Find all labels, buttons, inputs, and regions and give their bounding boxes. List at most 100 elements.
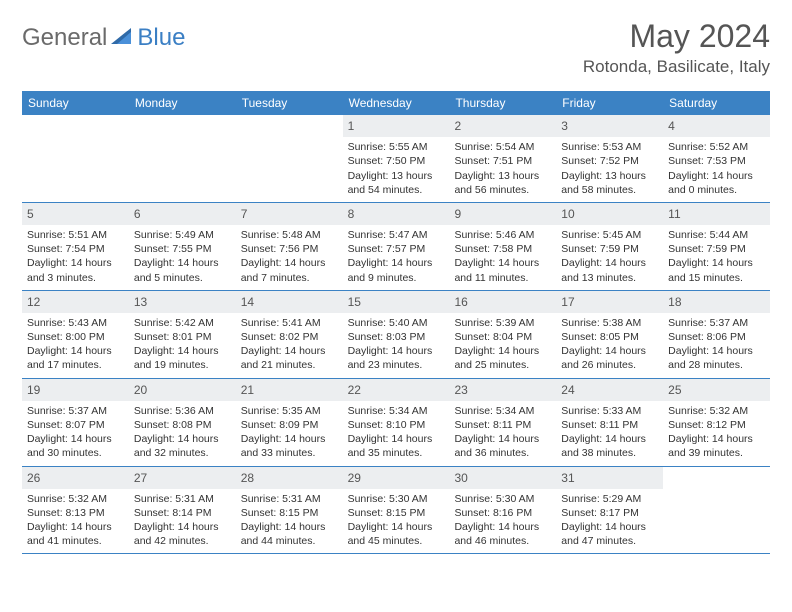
day-cell (236, 115, 343, 202)
day-number: 31 (556, 467, 663, 489)
sunset-text: Sunset: 7:59 PM (561, 242, 658, 256)
daylight-text: Daylight: 13 hours and 56 minutes. (454, 169, 551, 197)
sunset-text: Sunset: 8:08 PM (134, 418, 231, 432)
sunset-text: Sunset: 7:57 PM (348, 242, 445, 256)
day-body: Sunrise: 5:34 AMSunset: 8:10 PMDaylight:… (343, 401, 450, 466)
day-cell: 11Sunrise: 5:44 AMSunset: 7:59 PMDayligh… (663, 203, 770, 290)
sunset-text: Sunset: 8:02 PM (241, 330, 338, 344)
day-number: 23 (449, 379, 556, 401)
day-number: 22 (343, 379, 450, 401)
day-cell: 3Sunrise: 5:53 AMSunset: 7:52 PMDaylight… (556, 115, 663, 202)
sunrise-text: Sunrise: 5:49 AM (134, 228, 231, 242)
day-body: Sunrise: 5:31 AMSunset: 8:14 PMDaylight:… (129, 489, 236, 554)
sunrise-text: Sunrise: 5:37 AM (668, 316, 765, 330)
day-number (236, 115, 343, 121)
weekday-header-row: Sunday Monday Tuesday Wednesday Thursday… (22, 91, 770, 115)
sunrise-text: Sunrise: 5:36 AM (134, 404, 231, 418)
sunrise-text: Sunrise: 5:44 AM (668, 228, 765, 242)
daylight-text: Daylight: 14 hours and 28 minutes. (668, 344, 765, 372)
sunrise-text: Sunrise: 5:43 AM (27, 316, 124, 330)
day-cell: 22Sunrise: 5:34 AMSunset: 8:10 PMDayligh… (343, 379, 450, 466)
daylight-text: Daylight: 14 hours and 13 minutes. (561, 256, 658, 284)
day-number: 17 (556, 291, 663, 313)
sunrise-text: Sunrise: 5:34 AM (348, 404, 445, 418)
day-cell: 24Sunrise: 5:33 AMSunset: 8:11 PMDayligh… (556, 379, 663, 466)
sunset-text: Sunset: 8:07 PM (27, 418, 124, 432)
day-body: Sunrise: 5:43 AMSunset: 8:00 PMDaylight:… (22, 313, 129, 378)
day-body: Sunrise: 5:46 AMSunset: 7:58 PMDaylight:… (449, 225, 556, 290)
daylight-text: Daylight: 14 hours and 33 minutes. (241, 432, 338, 460)
day-body: Sunrise: 5:33 AMSunset: 8:11 PMDaylight:… (556, 401, 663, 466)
sunset-text: Sunset: 8:11 PM (561, 418, 658, 432)
sunset-text: Sunset: 8:04 PM (454, 330, 551, 344)
day-number: 15 (343, 291, 450, 313)
day-number: 5 (22, 203, 129, 225)
weekday-header: Saturday (663, 91, 770, 115)
location: Rotonda, Basilicate, Italy (583, 57, 770, 77)
day-body: Sunrise: 5:39 AMSunset: 8:04 PMDaylight:… (449, 313, 556, 378)
sunset-text: Sunset: 7:53 PM (668, 154, 765, 168)
weeks-container: 1Sunrise: 5:55 AMSunset: 7:50 PMDaylight… (22, 115, 770, 554)
sunset-text: Sunset: 8:13 PM (27, 506, 124, 520)
title-block: May 2024 Rotonda, Basilicate, Italy (583, 18, 770, 77)
daylight-text: Daylight: 14 hours and 35 minutes. (348, 432, 445, 460)
day-body: Sunrise: 5:47 AMSunset: 7:57 PMDaylight:… (343, 225, 450, 290)
day-body: Sunrise: 5:32 AMSunset: 8:13 PMDaylight:… (22, 489, 129, 554)
day-cell: 5Sunrise: 5:51 AMSunset: 7:54 PMDaylight… (22, 203, 129, 290)
day-number: 10 (556, 203, 663, 225)
day-body: Sunrise: 5:48 AMSunset: 7:56 PMDaylight:… (236, 225, 343, 290)
sunset-text: Sunset: 8:01 PM (134, 330, 231, 344)
daylight-text: Daylight: 14 hours and 39 minutes. (668, 432, 765, 460)
weekday-header: Thursday (449, 91, 556, 115)
sunset-text: Sunset: 8:12 PM (668, 418, 765, 432)
day-number (663, 467, 770, 473)
day-cell: 7Sunrise: 5:48 AMSunset: 7:56 PMDaylight… (236, 203, 343, 290)
sunrise-text: Sunrise: 5:30 AM (454, 492, 551, 506)
day-body: Sunrise: 5:29 AMSunset: 8:17 PMDaylight:… (556, 489, 663, 554)
day-cell: 25Sunrise: 5:32 AMSunset: 8:12 PMDayligh… (663, 379, 770, 466)
day-number: 21 (236, 379, 343, 401)
sunrise-text: Sunrise: 5:48 AM (241, 228, 338, 242)
daylight-text: Daylight: 14 hours and 45 minutes. (348, 520, 445, 548)
sunrise-text: Sunrise: 5:55 AM (348, 140, 445, 154)
sunset-text: Sunset: 7:54 PM (27, 242, 124, 256)
day-cell: 15Sunrise: 5:40 AMSunset: 8:03 PMDayligh… (343, 291, 450, 378)
day-cell: 14Sunrise: 5:41 AMSunset: 8:02 PMDayligh… (236, 291, 343, 378)
daylight-text: Daylight: 14 hours and 41 minutes. (27, 520, 124, 548)
weekday-header: Sunday (22, 91, 129, 115)
day-body: Sunrise: 5:54 AMSunset: 7:51 PMDaylight:… (449, 137, 556, 202)
day-cell: 21Sunrise: 5:35 AMSunset: 8:09 PMDayligh… (236, 379, 343, 466)
daylight-text: Daylight: 14 hours and 5 minutes. (134, 256, 231, 284)
day-body: Sunrise: 5:55 AMSunset: 7:50 PMDaylight:… (343, 137, 450, 202)
weekday-header: Monday (129, 91, 236, 115)
day-cell: 2Sunrise: 5:54 AMSunset: 7:51 PMDaylight… (449, 115, 556, 202)
day-cell: 12Sunrise: 5:43 AMSunset: 8:00 PMDayligh… (22, 291, 129, 378)
sunrise-text: Sunrise: 5:32 AM (27, 492, 124, 506)
logo: General Blue (22, 24, 185, 52)
sunrise-text: Sunrise: 5:33 AM (561, 404, 658, 418)
day-number: 1 (343, 115, 450, 137)
day-body: Sunrise: 5:30 AMSunset: 8:15 PMDaylight:… (343, 489, 450, 554)
day-body: Sunrise: 5:52 AMSunset: 7:53 PMDaylight:… (663, 137, 770, 202)
daylight-text: Daylight: 14 hours and 7 minutes. (241, 256, 338, 284)
sunset-text: Sunset: 8:16 PM (454, 506, 551, 520)
month-title: May 2024 (583, 18, 770, 55)
daylight-text: Daylight: 14 hours and 17 minutes. (27, 344, 124, 372)
weekday-header: Tuesday (236, 91, 343, 115)
day-body: Sunrise: 5:30 AMSunset: 8:16 PMDaylight:… (449, 489, 556, 554)
daylight-text: Daylight: 14 hours and 15 minutes. (668, 256, 765, 284)
weekday-header: Wednesday (343, 91, 450, 115)
sunset-text: Sunset: 8:14 PM (134, 506, 231, 520)
day-body: Sunrise: 5:41 AMSunset: 8:02 PMDaylight:… (236, 313, 343, 378)
daylight-text: Daylight: 14 hours and 32 minutes. (134, 432, 231, 460)
daylight-text: Daylight: 14 hours and 0 minutes. (668, 169, 765, 197)
day-number: 7 (236, 203, 343, 225)
logo-text-general: General (22, 24, 107, 52)
day-cell: 29Sunrise: 5:30 AMSunset: 8:15 PMDayligh… (343, 467, 450, 554)
sunset-text: Sunset: 8:06 PM (668, 330, 765, 344)
daylight-text: Daylight: 14 hours and 36 minutes. (454, 432, 551, 460)
sunrise-text: Sunrise: 5:32 AM (668, 404, 765, 418)
day-cell: 23Sunrise: 5:34 AMSunset: 8:11 PMDayligh… (449, 379, 556, 466)
day-cell: 27Sunrise: 5:31 AMSunset: 8:14 PMDayligh… (129, 467, 236, 554)
day-number: 6 (129, 203, 236, 225)
